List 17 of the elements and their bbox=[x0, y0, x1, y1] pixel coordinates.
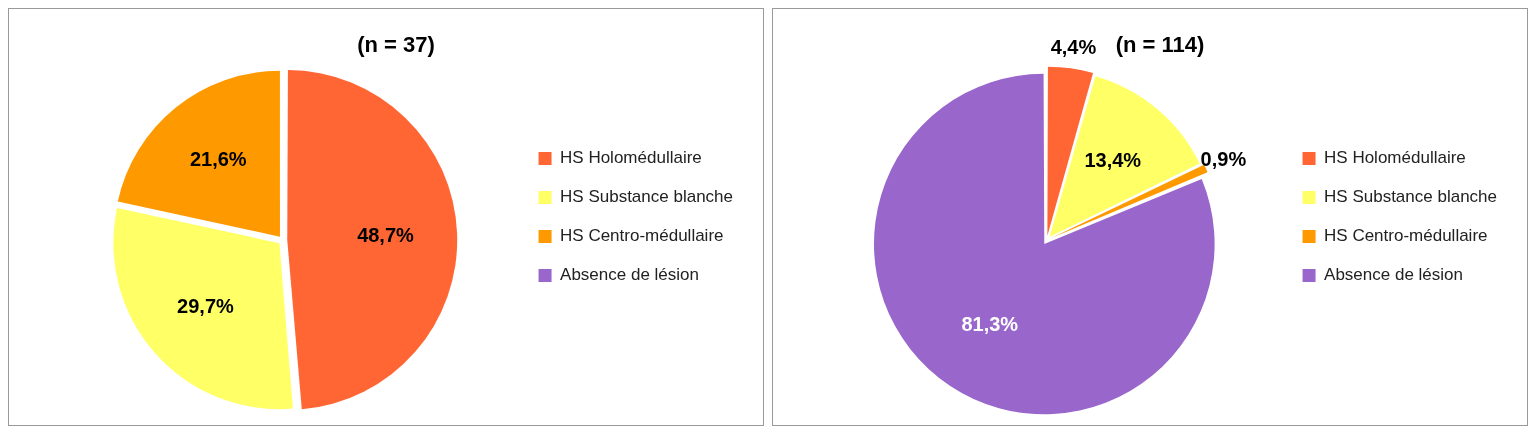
data-label: 0,9% bbox=[1200, 147, 1247, 170]
legend-label: HS Centro-médullaire bbox=[560, 226, 724, 246]
chart-title: (n = 114) bbox=[1115, 32, 1205, 58]
legend-label: HS Holomédullaire bbox=[560, 148, 702, 168]
data-label: 29,7% bbox=[177, 295, 235, 318]
data-label: 4,4% bbox=[1050, 35, 1097, 58]
legend-label: Absence de lésion bbox=[1324, 265, 1463, 285]
legend-label: HS Substance blanche bbox=[560, 187, 734, 207]
data-label: 21,6% bbox=[189, 147, 247, 170]
legend-label: HS Centro-médullaire bbox=[1324, 226, 1488, 246]
data-label: 48,7% bbox=[357, 223, 415, 246]
data-label: 13,4% bbox=[1084, 148, 1142, 171]
chart-title: (n = 37) bbox=[357, 32, 435, 58]
data-label: 81,3% bbox=[961, 313, 1019, 336]
legend-label: HS Holomédullaire bbox=[1324, 148, 1466, 168]
legend-label: Absence de lésion bbox=[560, 265, 699, 285]
legend-label: HS Substance blanche bbox=[1324, 187, 1498, 207]
